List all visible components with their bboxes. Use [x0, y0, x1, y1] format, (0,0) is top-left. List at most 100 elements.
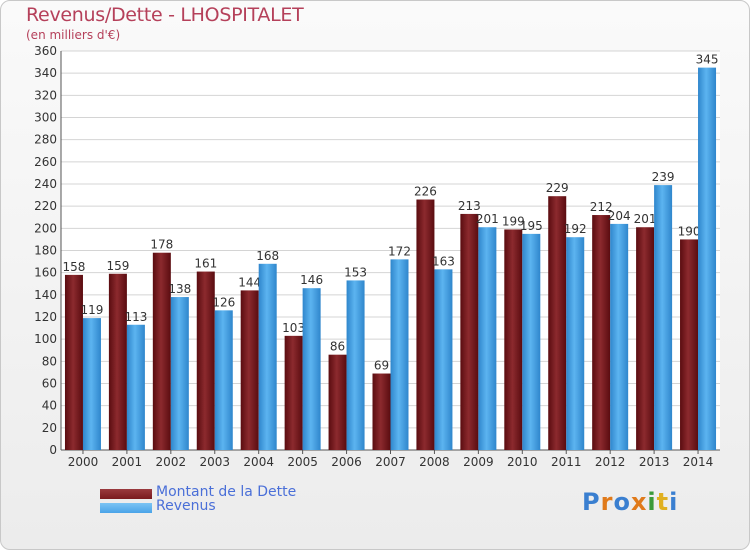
legend-swatch-dette	[100, 489, 152, 499]
x-tick-label: 2003	[199, 455, 230, 469]
x-tick-label: 2011	[551, 455, 582, 469]
bar-revenus	[610, 223, 629, 450]
data-label-dette: 199	[502, 214, 525, 228]
bar-dette	[504, 229, 523, 450]
data-label-dette: 201	[634, 212, 657, 226]
bar-revenus	[478, 227, 497, 450]
x-tick-label: 2006	[331, 455, 362, 469]
y-tick-label: 40	[42, 399, 57, 413]
legend-label-revenus: Revenus	[156, 498, 216, 514]
data-label-revenus: 113	[124, 310, 147, 324]
data-label-dette: 69	[374, 359, 389, 373]
x-tick-label: 2007	[375, 455, 406, 469]
y-tick-label: 200	[34, 221, 57, 235]
data-label-dette: 178	[150, 238, 173, 252]
logo-letter: x	[630, 488, 648, 516]
bar-dette	[108, 273, 127, 450]
y-tick-label: 300	[34, 111, 57, 125]
data-label-revenus: 163	[432, 254, 455, 268]
x-tick-label: 2012	[595, 455, 626, 469]
data-label-dette: 226	[414, 185, 437, 199]
bar-revenus	[566, 237, 585, 450]
bar-revenus	[214, 310, 233, 450]
y-tick-label: 160	[34, 266, 57, 280]
bar-dette	[416, 199, 435, 450]
data-label-dette: 213	[458, 199, 481, 213]
logo-letter: i	[669, 488, 679, 516]
data-label-dette: 190	[678, 224, 701, 238]
bar-revenus	[654, 185, 673, 450]
bar-revenus	[82, 318, 101, 450]
data-label-dette: 161	[194, 257, 217, 271]
legend-item-revenus: Revenus	[100, 498, 360, 516]
x-tick-label: 2010	[507, 455, 538, 469]
y-tick-label: 100	[34, 332, 57, 346]
x-tick-label: 2009	[463, 455, 494, 469]
x-tick-label: 2005	[287, 455, 318, 469]
bar-dette	[64, 274, 83, 450]
y-tick-label: 60	[42, 377, 57, 391]
data-label-dette: 229	[546, 181, 569, 195]
bar-dette	[460, 213, 479, 450]
logo-letter: r	[600, 488, 614, 516]
legend-swatch-revenus	[100, 503, 152, 513]
bar-dette	[328, 354, 347, 450]
data-label-revenus: 204	[608, 209, 631, 223]
legend-item-dette: Montant de la Dette	[100, 484, 360, 502]
bar-dette	[152, 252, 171, 450]
bar-revenus	[346, 280, 365, 450]
data-label-dette: 159	[106, 259, 129, 273]
y-tick-label: 180	[34, 244, 57, 258]
data-label-revenus: 153	[344, 265, 367, 279]
y-tick-label: 220	[34, 199, 57, 213]
logo-letter: P	[582, 488, 601, 516]
y-tick-label: 120	[34, 310, 57, 324]
x-tick-label: 2008	[419, 455, 450, 469]
data-label-revenus: 172	[388, 244, 411, 258]
data-label-dette: 144	[238, 275, 261, 289]
bar-revenus	[522, 233, 541, 450]
y-tick-label: 340	[34, 66, 57, 80]
bar-revenus	[258, 263, 277, 450]
bar-revenus	[434, 269, 453, 450]
y-tick-label: 140	[34, 288, 57, 302]
data-label-dette: 86	[330, 340, 345, 354]
y-tick-label: 280	[34, 133, 57, 147]
y-tick-label: 260	[34, 155, 57, 169]
data-label-dette: 212	[590, 200, 613, 214]
bar-dette	[636, 227, 655, 450]
data-label-revenus: 126	[212, 295, 235, 309]
data-label-dette: 103	[282, 321, 305, 335]
x-tick-label: 2002	[156, 455, 187, 469]
proxiti-logo: Proxiti	[582, 488, 678, 516]
data-label-revenus: 119	[81, 303, 104, 317]
chart-subtitle: (en milliers d'€)	[26, 28, 121, 42]
logo-letter: o	[613, 488, 631, 516]
bar-dette	[680, 239, 699, 450]
bar-revenus	[170, 297, 189, 450]
bar-dette	[240, 290, 259, 450]
x-tick-label: 2000	[68, 455, 99, 469]
bar-dette	[284, 335, 303, 450]
bar-revenus	[126, 324, 145, 450]
bar-dette	[196, 271, 215, 450]
bar-revenus	[302, 288, 321, 450]
data-label-revenus: 146	[300, 273, 323, 287]
chart-title: Revenus/Dette - LHOSPITALET	[26, 4, 304, 26]
data-label-revenus: 192	[564, 222, 587, 236]
x-tick-label: 2004	[243, 455, 274, 469]
data-label-revenus: 138	[168, 282, 191, 296]
y-tick-label: 360	[34, 44, 57, 58]
y-tick-label: 320	[34, 88, 57, 102]
x-tick-label: 2014	[683, 455, 714, 469]
data-label-revenus: 168	[256, 249, 279, 263]
x-tick-label: 2013	[639, 455, 670, 469]
bar-dette	[548, 196, 567, 450]
bar-revenus	[698, 67, 717, 450]
bar-revenus	[390, 259, 409, 450]
x-tick-label: 2001	[112, 455, 143, 469]
y-tick-label: 80	[42, 354, 57, 368]
data-label-revenus: 345	[696, 53, 719, 67]
y-tick-label: 240	[34, 177, 57, 191]
